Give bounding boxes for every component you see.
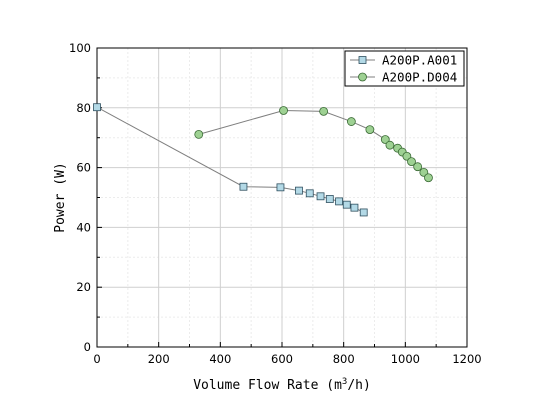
data-point	[424, 173, 433, 183]
x-tick-label: 800	[333, 352, 355, 366]
legend-swatch-marker	[358, 56, 367, 64]
data-point	[365, 125, 375, 135]
legend-label: A200P.D004	[382, 70, 457, 85]
data-point	[380, 135, 390, 144]
legend-swatch-marker	[358, 72, 367, 82]
y-tick-label: 80	[76, 101, 91, 115]
y-axis-title: Power (W)	[53, 162, 68, 232]
data-point	[319, 106, 329, 116]
y-tick-label: 60	[76, 161, 91, 175]
data-point	[194, 130, 204, 139]
data-point	[93, 103, 101, 112]
x-axis-title: Volume Flow Rate (m3/h)	[193, 377, 371, 393]
data-point	[413, 162, 423, 172]
y-tick-label: 20	[76, 280, 91, 294]
axis-ticks	[96, 47, 468, 348]
legend: A200P.A001 A200P.D004	[344, 50, 465, 87]
data-point	[276, 183, 285, 192]
x-axis-title-sup: 3	[342, 377, 347, 387]
data-point	[335, 197, 343, 206]
data-point	[359, 208, 368, 217]
data-point	[350, 203, 359, 212]
y-tick-labels: 0 20 40 60 80 100	[69, 41, 91, 354]
data-point	[385, 140, 395, 150]
data-point	[295, 186, 303, 195]
x-tick-label: 1000	[391, 352, 420, 366]
x-axis-title-main: Volume Flow Rate (m	[193, 378, 342, 393]
data-point	[346, 117, 356, 126]
series-2	[194, 106, 433, 183]
x-tick-label: 0	[93, 352, 100, 366]
series-layer	[93, 103, 433, 217]
data-point	[342, 200, 351, 209]
data-point	[239, 182, 248, 191]
data-point	[279, 106, 288, 115]
grid	[96, 47, 468, 348]
y-tick-label: 100	[69, 41, 91, 55]
y-tick-label: 0	[84, 340, 91, 354]
data-point	[305, 189, 314, 198]
legend-label: A200P.A001	[382, 53, 457, 68]
x-tick-label: 1200	[452, 352, 481, 366]
y-tick-label: 40	[76, 220, 91, 234]
x-tick-label: 400	[209, 352, 231, 366]
x-tick-labels: 0 200 400 600 800 1000 1200	[93, 352, 481, 366]
data-point	[316, 192, 325, 201]
x-axis-title-suffix: /h)	[347, 378, 370, 393]
data-point	[325, 195, 334, 203]
data-point	[407, 157, 416, 167]
series-1	[93, 103, 368, 217]
x-tick-label: 200	[148, 352, 170, 366]
x-tick-label: 600	[271, 352, 293, 366]
